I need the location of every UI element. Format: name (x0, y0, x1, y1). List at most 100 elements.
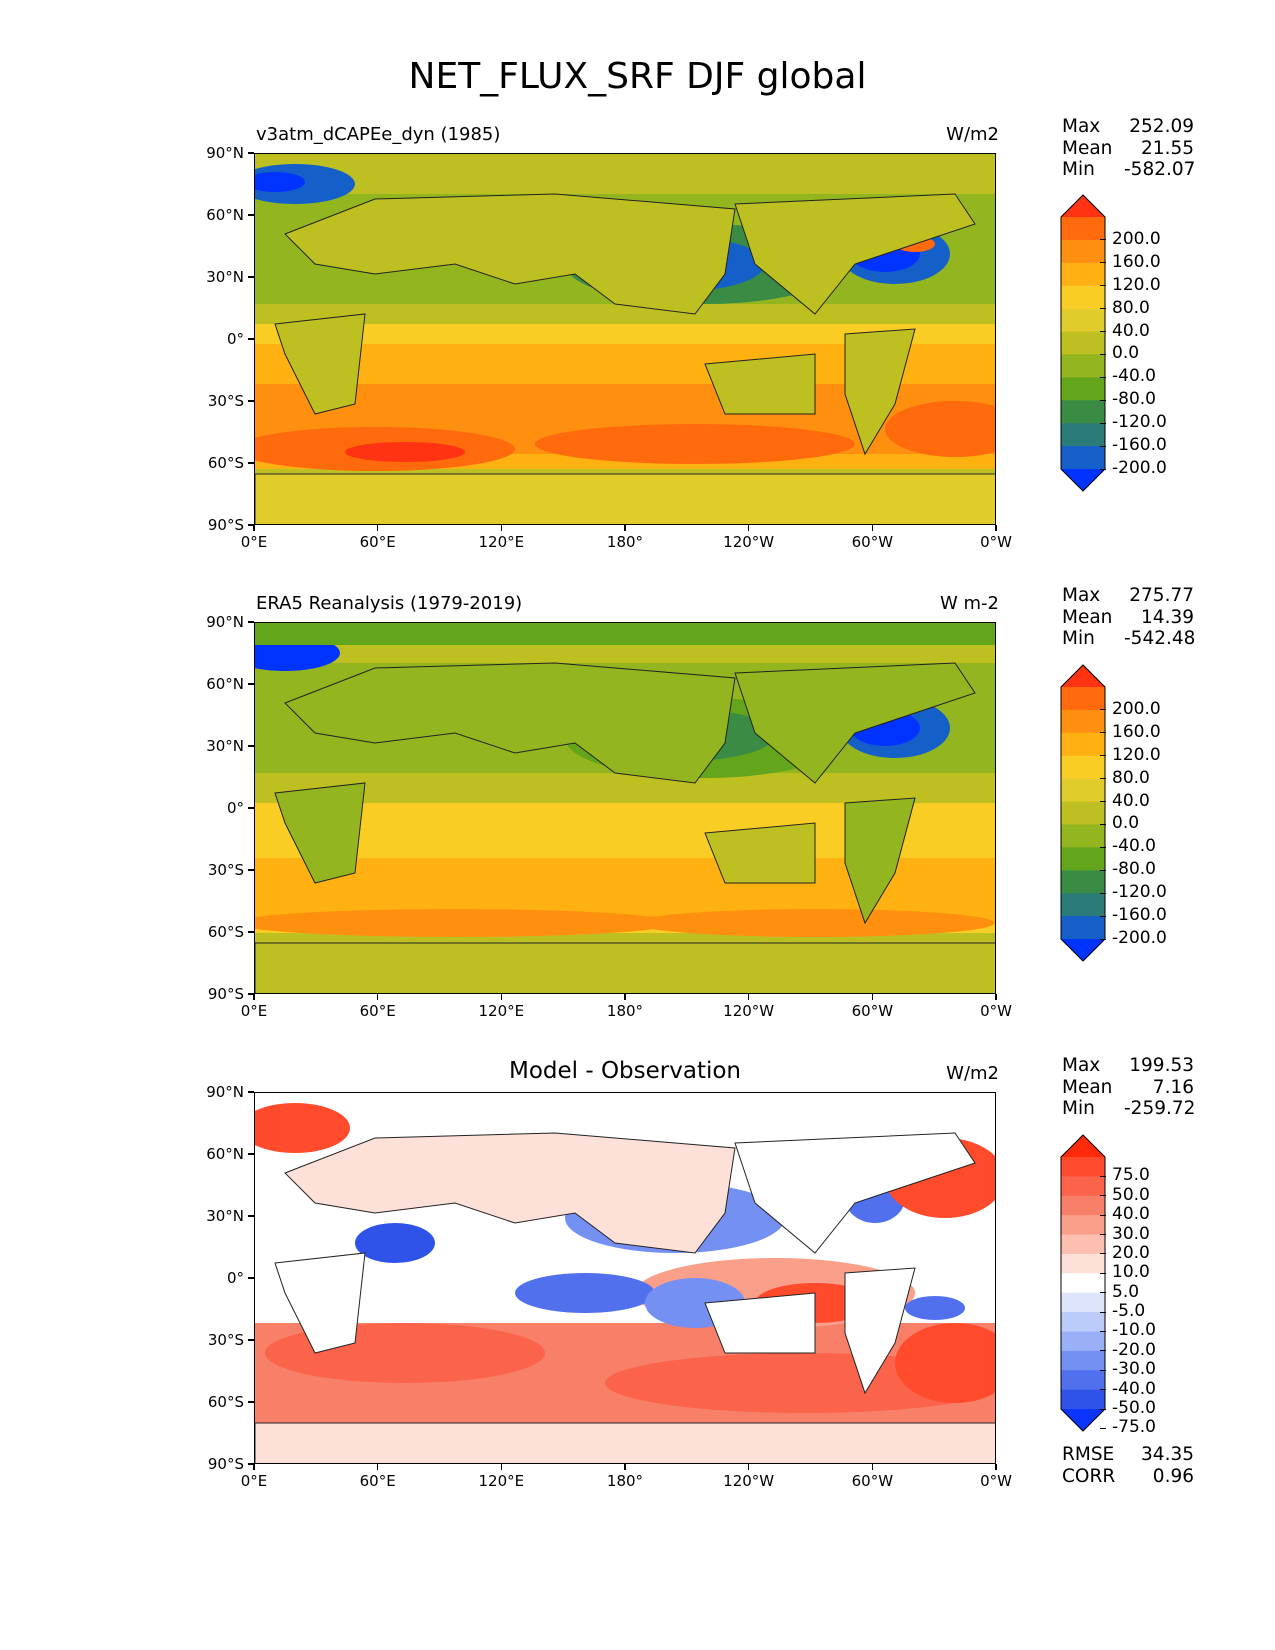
stat-max: 252.09 (1129, 116, 1194, 137)
colorbar-tick (1100, 778, 1106, 780)
x-tick-mark (747, 994, 750, 1000)
colorbar (1060, 1134, 1106, 1432)
colorbar-tick (1100, 1408, 1106, 1410)
y-tick-mark (248, 462, 254, 464)
x-tick-mark (253, 994, 255, 1000)
colorbar-tick (1100, 308, 1106, 310)
stat-mean-label: Mean (1062, 1076, 1113, 1098)
x-tick-label: 120°W (723, 1472, 775, 1490)
colorbar-tick (1100, 1389, 1106, 1391)
x-tick-mark (253, 525, 255, 531)
colorbar (1060, 194, 1106, 492)
panel-units: W/m2 (946, 124, 999, 145)
stat-max-label: Max (1062, 1055, 1101, 1076)
colorbar-segment (1061, 755, 1105, 780)
x-tick-label: 60°E (359, 533, 396, 551)
colorbar-segment (1061, 824, 1105, 848)
y-tick-mark (248, 1339, 254, 1341)
colorbar-tick (1100, 399, 1106, 401)
colorbar-segment (1061, 217, 1105, 241)
colorbar-label: 200.0 (1112, 698, 1161, 719)
colorbar-tick (1100, 239, 1106, 241)
x-tick-label: 180° (606, 1002, 644, 1020)
stat-min-label: Min (1062, 159, 1095, 180)
colorbar-label: 160.0 (1112, 721, 1161, 742)
x-tick-mark (500, 994, 503, 1000)
colorbar-label: -50.0 (1112, 1398, 1156, 1418)
y-tick-mark (248, 993, 254, 995)
colorbar-label: -200.0 (1112, 928, 1167, 948)
colorbar-segment (1061, 1176, 1105, 1197)
colorbar-segment (1061, 1370, 1105, 1391)
y-tick-mark (248, 1277, 254, 1279)
y-tick-label: 0° (226, 799, 244, 817)
colorbar-tick (1100, 1292, 1106, 1294)
colorbar-segment (1061, 262, 1105, 287)
colorbar-tick (1100, 376, 1106, 378)
y-tick-mark (248, 1463, 254, 1465)
corr-value: 0.96 (1152, 1465, 1194, 1487)
y-tick-label: 90°S (207, 1455, 244, 1473)
y-tick-mark (248, 338, 254, 340)
colorbar-tick (1100, 846, 1106, 848)
stat-max-label: Max (1062, 585, 1101, 606)
panel-stats: Max 199.53 Mean 7.16 Min -259.72 (1062, 1055, 1196, 1120)
colorbar-tick (1100, 1311, 1106, 1313)
colorbar-tick (1100, 468, 1106, 470)
colorbar-label: 40.0 (1112, 1204, 1150, 1225)
stat-mean: 14.39 (1141, 606, 1194, 628)
y-tick-mark (248, 931, 254, 933)
x-tick-mark (500, 1464, 503, 1470)
colorbar-label: 160.0 (1112, 251, 1161, 272)
y-tick-label: 0° (226, 1269, 244, 1287)
colorbar-extend-min (1061, 469, 1105, 491)
y-tick-label: 30°S (207, 861, 244, 879)
colorbar-segment (1061, 400, 1105, 424)
colorbar-label: -75.0 (1112, 1417, 1156, 1438)
colorbar-segment (1061, 1157, 1105, 1177)
colorbar-segment (1061, 423, 1105, 447)
colorbar-segment (1061, 732, 1105, 757)
x-tick-label: 0°W (980, 1002, 1012, 1020)
corr-label: CORR (1062, 1465, 1116, 1487)
stat-min-label: Min (1062, 628, 1095, 649)
colorbar-segment (1061, 1331, 1105, 1352)
colorbar-tick (1100, 1214, 1106, 1216)
panel-metrics: RMSE 34.35 CORR 0.96 (1062, 1444, 1194, 1487)
colorbar-label: -80.0 (1112, 859, 1156, 880)
colorbar-tick (1100, 869, 1106, 871)
colorbar-tick (1100, 892, 1106, 894)
colorbar-label: 80.0 (1112, 297, 1150, 318)
colorbar-label: 0.0 (1112, 343, 1140, 364)
y-tick-mark (248, 621, 254, 623)
colorbar-tick (1100, 1369, 1106, 1371)
colorbar (1060, 664, 1106, 962)
colorbar-tick (1100, 262, 1106, 264)
map-observation (254, 622, 996, 994)
colorbar-extend-max (1061, 665, 1105, 687)
x-tick-mark (995, 525, 997, 531)
colorbar-tick (1100, 915, 1106, 917)
y-tick-label: 30°S (207, 1331, 244, 1349)
stat-min: -259.72 (1124, 1098, 1196, 1119)
colorbar-label: 200.0 (1112, 228, 1161, 249)
colorbar-label: 10.0 (1112, 1262, 1150, 1283)
colorbar-segment (1061, 801, 1105, 825)
colorbar-segment (1061, 377, 1105, 401)
colorbar-tick (1100, 755, 1106, 757)
y-tick-mark (248, 869, 254, 871)
colorbar-segment (1061, 1195, 1105, 1216)
stat-max: 199.53 (1129, 1055, 1194, 1076)
x-tick-mark (624, 525, 626, 531)
stat-mean: 21.55 (1141, 137, 1194, 159)
colorbar-tick (1100, 1427, 1106, 1429)
y-tick-label: 30°N (206, 737, 244, 755)
colorbar-label: -40.0 (1112, 366, 1156, 387)
x-tick-mark (376, 525, 379, 531)
colorbar-segment (1061, 1234, 1105, 1255)
y-tick-label: 60°N (206, 675, 244, 693)
panel-title: v3atm_dCAPEe_dyn (1985) (256, 124, 501, 145)
y-tick-mark (248, 276, 254, 278)
colorbar-tick (1100, 285, 1106, 287)
y-tick-mark (248, 214, 254, 216)
